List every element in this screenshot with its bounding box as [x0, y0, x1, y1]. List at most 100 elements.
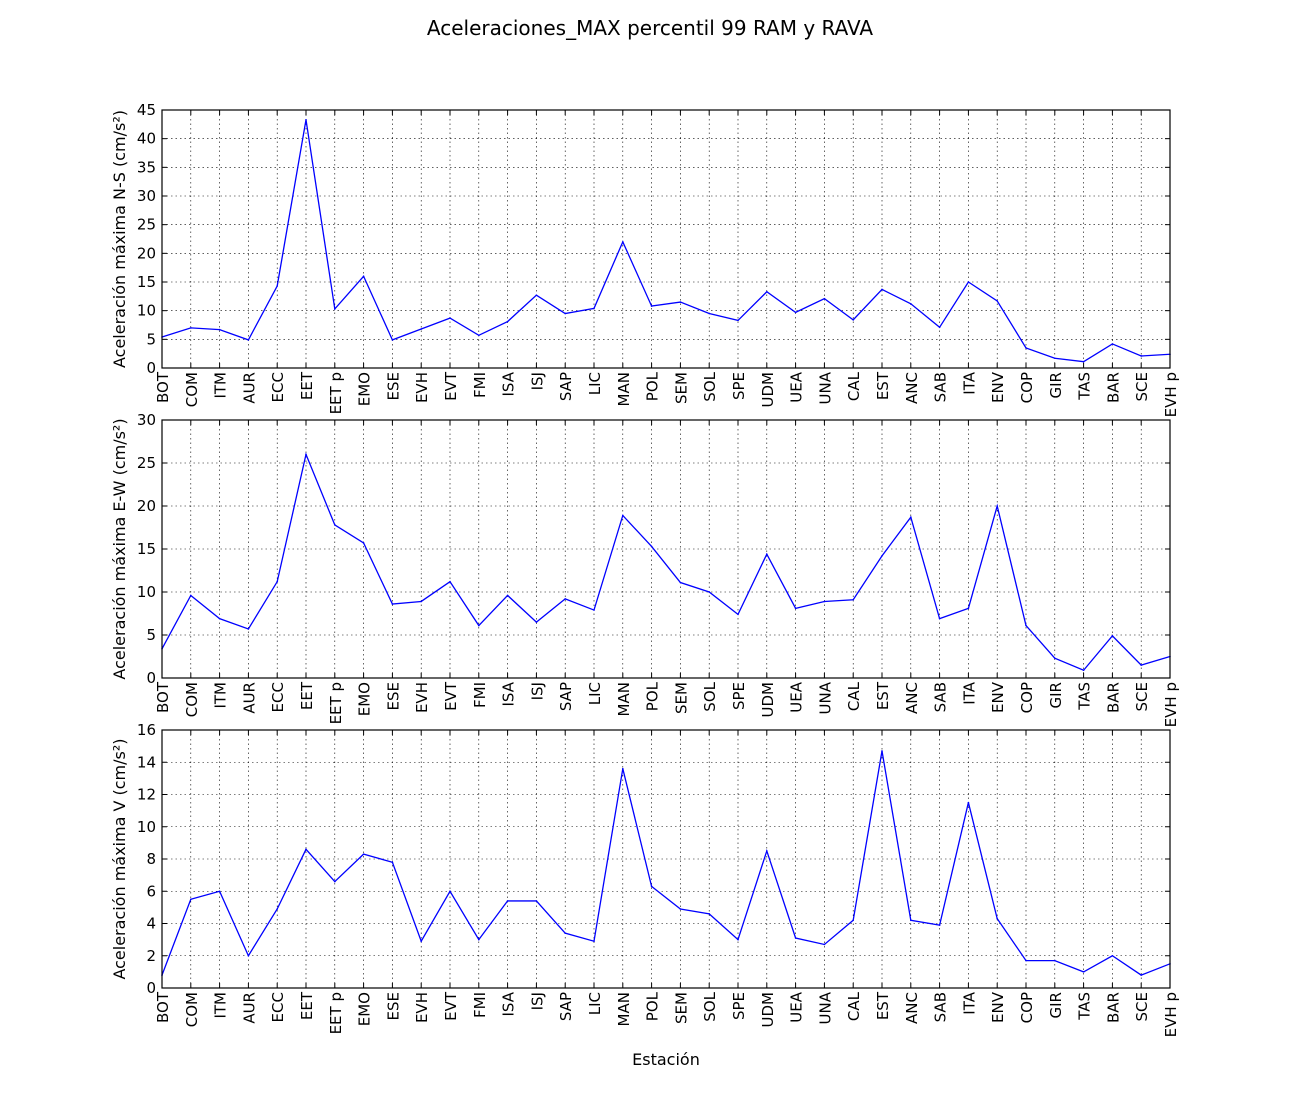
x-tick-label: UNA	[816, 991, 834, 1024]
x-tick-label: SEM	[672, 992, 690, 1024]
data-point	[535, 900, 538, 902]
data-point	[1140, 664, 1142, 666]
data-point	[708, 913, 710, 915]
x-tick-label: SAP	[557, 992, 575, 1021]
data-point	[737, 613, 739, 616]
y-tick-label: 0	[146, 669, 156, 687]
y-tick-label: 5	[146, 626, 156, 644]
data-point	[593, 307, 595, 310]
data-point	[1140, 355, 1142, 357]
chart-title: Aceleraciones_MAX percentil 99 RAM y RAV…	[426, 16, 874, 40]
x-tick-label: SAP	[557, 682, 575, 711]
y-tick-label: 35	[137, 158, 156, 176]
data-point	[276, 908, 279, 910]
x-tick-label: EVT	[442, 681, 460, 711]
x-tick-label: EVH	[413, 682, 431, 713]
x-tick-label: COP	[1018, 992, 1036, 1023]
data-point	[362, 275, 365, 278]
y-tick-label: 10	[137, 302, 156, 320]
y-tick-label: 4	[146, 915, 156, 933]
data-point	[1054, 959, 1056, 962]
data-point	[852, 919, 854, 922]
x-tick-label: ISJ	[528, 372, 546, 390]
x-tick-label: ANC	[903, 372, 921, 404]
data-point	[535, 621, 538, 623]
x-tick-label: BAR	[1104, 372, 1122, 403]
data-point	[967, 607, 970, 610]
y-tick-label: 2	[146, 947, 156, 965]
x-tick-label: BOT	[154, 681, 172, 713]
x-tick-label: UEA	[788, 681, 806, 712]
x-tick-label: EVH p	[1162, 372, 1180, 417]
data-point	[967, 801, 970, 804]
data-point	[218, 328, 221, 331]
data-point	[247, 339, 250, 341]
data-point	[593, 940, 595, 943]
data-point	[506, 594, 509, 597]
data-point	[1025, 959, 1027, 962]
data-point	[564, 312, 566, 315]
y-tick-label: 8	[146, 850, 156, 868]
y-axis-label: Aceleración máxima N-S (cm/s²)	[110, 110, 129, 368]
data-point	[967, 281, 970, 283]
data-point	[478, 938, 480, 941]
data-point	[305, 453, 307, 456]
y-tick-label: 30	[137, 411, 156, 429]
data-point	[506, 320, 509, 323]
x-tick-label: LIC	[586, 372, 604, 395]
data-point	[334, 524, 336, 526]
data-point	[247, 954, 250, 957]
panel-ns: 0 5 10 15 20 25 30 35 40 45 BOT COM ITM AUR ECC EET EET …	[110, 101, 1180, 417]
y-tick-label: 6	[146, 882, 156, 900]
y-axis-label: Aceleración máxima E-W (cm/s²)	[110, 418, 129, 679]
x-tick-label: AUR	[240, 682, 258, 714]
data-point	[506, 900, 509, 902]
x-tick-label: ENV	[989, 371, 1007, 403]
x-tick-label: AUR	[240, 372, 258, 404]
x-tick-label: EET p	[327, 372, 345, 414]
x-tick-label: SCE	[1133, 992, 1151, 1021]
data-point	[218, 890, 221, 893]
data-point	[622, 767, 624, 770]
x-tick-label: ITA	[960, 991, 978, 1014]
x-tick-label: ESE	[384, 372, 402, 400]
data-point	[852, 598, 854, 601]
x-tick-label: UDM	[759, 682, 777, 717]
data-point	[535, 294, 538, 296]
data-point	[823, 600, 826, 603]
data-point	[449, 890, 451, 893]
y-tick-label: 10	[137, 583, 156, 601]
data-point	[650, 885, 653, 888]
x-tick-label: SCE	[1133, 682, 1151, 711]
x-tick-label: SPE	[730, 682, 748, 710]
x-tick-label: FMI	[471, 992, 489, 1018]
data-point	[737, 319, 739, 322]
x-tick-label: SPE	[730, 372, 748, 400]
x-tick-label: ECC	[269, 682, 287, 712]
x-tick-label: CAL	[845, 991, 863, 1021]
x-tick-label: LIC	[586, 682, 604, 705]
data-point	[334, 880, 336, 883]
plot-frame	[161, 419, 1171, 679]
data-point	[938, 326, 941, 329]
data-point	[881, 750, 883, 752]
x-tick-label: ECC	[269, 992, 287, 1022]
y-tick-label: 25	[137, 216, 156, 234]
y-tick-label: 25	[137, 454, 156, 472]
data-point	[708, 591, 710, 593]
x-tick-label: ECC	[269, 372, 287, 402]
data-point	[823, 943, 826, 946]
x-tick-label: EMO	[356, 682, 374, 716]
x-tick-label: EET	[298, 991, 316, 1020]
x-tick-label: FMI	[471, 682, 489, 708]
x-tick-label: CAL	[845, 681, 863, 711]
x-tick-label: POL	[644, 681, 662, 711]
x-tick-label: ITA	[960, 371, 978, 394]
data-point	[420, 600, 423, 603]
data-point	[276, 580, 279, 583]
x-tick-label: UEA	[788, 991, 806, 1022]
y-tick-label: 12	[137, 786, 156, 804]
x-tick-label: CAL	[845, 371, 863, 401]
data-point	[334, 308, 336, 310]
